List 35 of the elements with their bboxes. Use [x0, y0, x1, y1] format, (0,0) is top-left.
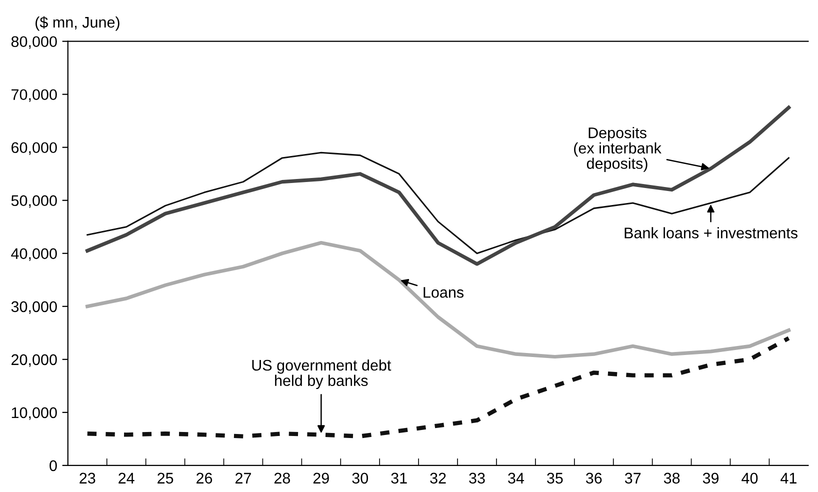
y-tick-label: 0 — [50, 460, 57, 472]
y-tick-label: 30,000 — [11, 301, 57, 314]
y-tick-label: 10,000 — [12, 407, 57, 420]
text: US government debt held by banks — [252, 359, 392, 390]
x-tick-label: 28 — [274, 472, 290, 484]
x-tick-label: 39 — [702, 472, 719, 484]
x-tick-label: 32 — [430, 472, 446, 484]
y-axis-title: ($ mn, June) — [36, 16, 120, 31]
x-tick-label: 30 — [352, 472, 368, 484]
x-tick-label: 38 — [664, 472, 680, 484]
x-tick-label: 36 — [586, 472, 602, 484]
y-tick-label: 20,000 — [12, 354, 57, 367]
x-tick-label: 31 — [391, 472, 407, 484]
x-tick-label: 33 — [469, 472, 485, 484]
x-tick-label: 26 — [196, 472, 212, 484]
y-tick-label: 70,000 — [12, 89, 57, 102]
y-tick-label: 60,000 — [12, 142, 57, 155]
x-tick-label: 34 — [508, 472, 524, 484]
y-tick-label: 50,000 — [11, 195, 57, 208]
x-tick-label: 25 — [158, 472, 174, 484]
x-tick-label: 29 — [313, 472, 329, 484]
y-tick-label: 40,000 — [11, 248, 57, 261]
y-tick-label: 80,000 — [11, 36, 57, 49]
x-tick-label: 40 — [742, 472, 758, 484]
x-tick-label: 27 — [236, 472, 251, 484]
x-tick-label: 37 — [624, 472, 641, 484]
x-tick-label: 35 — [547, 472, 563, 484]
x-tick-label: 24 — [118, 472, 134, 484]
line-series — [85, 336, 791, 438]
series-label: Bank loans + investments — [624, 227, 798, 238]
series-label: Loans — [424, 287, 464, 298]
line-series — [86, 240, 791, 359]
x-tick-label: 41 — [780, 472, 796, 484]
series-label: Deposits (ex interbank deposits) — [574, 127, 662, 172]
x-tick-label: 23 — [80, 472, 96, 484]
